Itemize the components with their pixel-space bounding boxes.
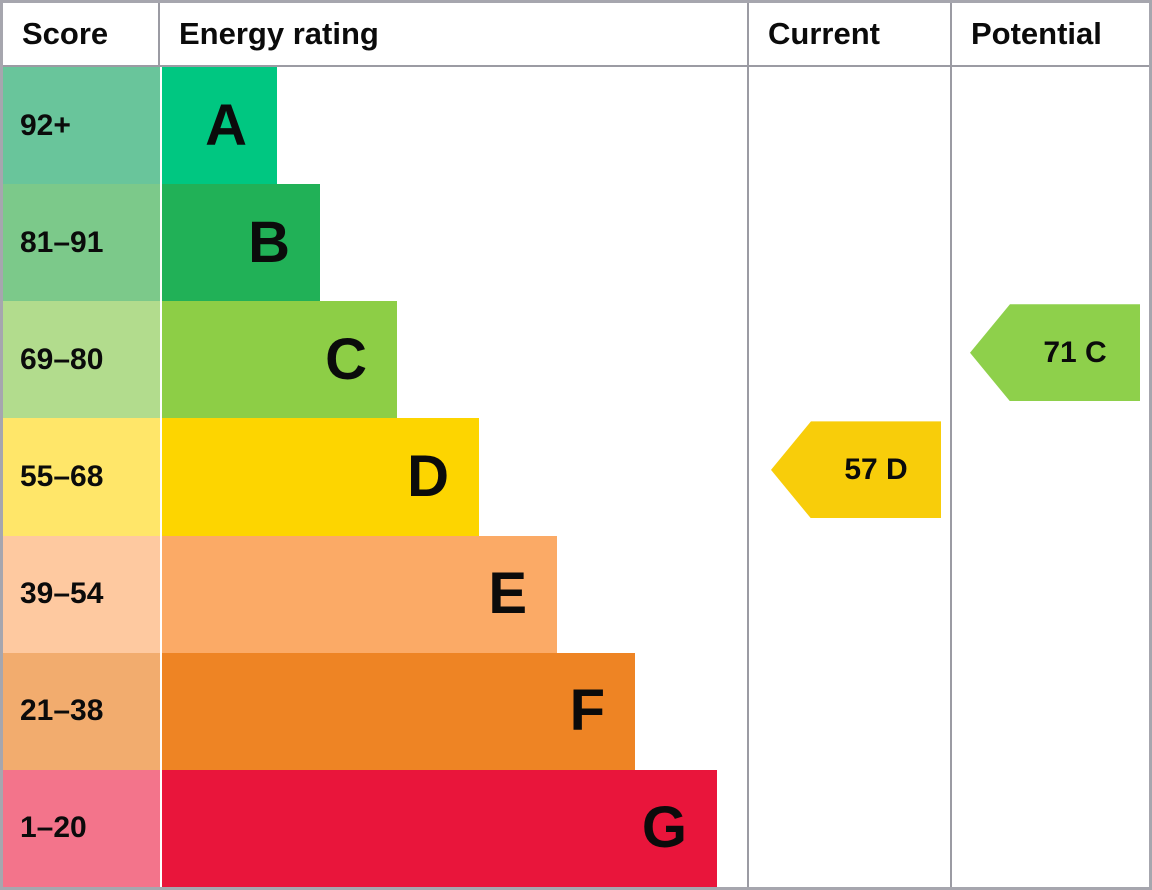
current-column-cell-e — [749, 535, 952, 653]
band-bar-c: C — [162, 301, 397, 419]
header-energy-rating-label: Energy rating — [179, 16, 379, 51]
band-cell-g: G — [160, 769, 749, 887]
band-cell-b: B — [160, 184, 749, 302]
potential-column-cell-a — [952, 67, 1149, 185]
potential-column-cell-e — [952, 535, 1149, 653]
header-potential-label: Potential — [971, 16, 1102, 51]
band-bar-d: D — [162, 418, 479, 536]
band-cell-c: C — [160, 301, 749, 419]
band-letter-e: E — [488, 561, 527, 627]
current-column-cell-c — [749, 301, 952, 419]
score-cell-e: 39–54 — [3, 535, 160, 653]
score-cell-c: 69–80 — [3, 301, 160, 419]
band-bar-f: F — [162, 652, 635, 770]
score-cell-g: 1–20 — [3, 769, 160, 887]
current-column-cell-b — [749, 184, 952, 302]
band-bar-e: E — [162, 535, 557, 653]
current-marker-arrow: 57 D — [771, 421, 941, 519]
current-marker-label: 57 D — [844, 452, 908, 486]
band-cell-f: F — [160, 652, 749, 770]
header-score-label: Score — [22, 16, 109, 51]
current-column-cell-d: 57 D — [749, 418, 952, 536]
band-letter-d: D — [407, 443, 449, 509]
potential-column-cell-c: 71 C — [952, 301, 1149, 419]
score-cell-a: 92+ — [3, 67, 160, 185]
band-bar-a: A — [162, 67, 277, 185]
band-letter-a: A — [205, 92, 247, 158]
score-cell-d: 55–68 — [3, 418, 160, 536]
band-letter-f: F — [569, 678, 605, 744]
score-cell-b: 81–91 — [3, 184, 160, 302]
potential-marker-arrow: 71 C — [970, 304, 1140, 402]
potential-column-cell-d — [952, 418, 1149, 536]
band-letter-b: B — [248, 209, 290, 275]
header-potential: Potential — [952, 3, 1149, 67]
score-cell-f: 21–38 — [3, 652, 160, 770]
band-letter-c: C — [325, 326, 367, 392]
band-cell-e: E — [160, 535, 749, 653]
current-column-cell-a — [749, 67, 952, 185]
current-column-cell-g — [749, 769, 952, 887]
current-column-cell-f — [749, 652, 952, 770]
header-score: Score — [3, 3, 160, 67]
potential-column-cell-g — [952, 769, 1149, 887]
band-cell-d: D — [160, 418, 749, 536]
potential-column-cell-f — [952, 652, 1149, 770]
potential-column-cell-b — [952, 184, 1149, 302]
band-bar-b: B — [162, 184, 320, 302]
header-energy-rating: Energy rating — [160, 3, 749, 67]
potential-marker-label: 71 C — [1043, 335, 1107, 369]
band-letter-g: G — [641, 795, 687, 861]
band-cell-a: A — [160, 67, 749, 185]
header-current-label: Current — [768, 16, 880, 51]
header-current: Current — [749, 3, 952, 67]
band-bar-g: G — [162, 769, 717, 887]
